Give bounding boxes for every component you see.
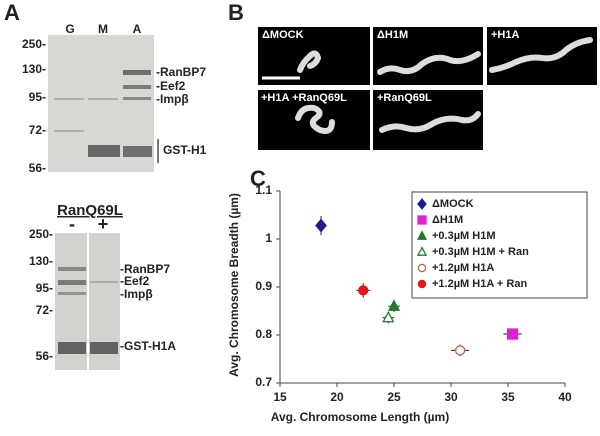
lane-label: + [98, 214, 109, 234]
point [454, 345, 466, 356]
point [382, 310, 395, 323]
band-label: -Eef2 [120, 274, 150, 288]
marker-label: 250- [29, 227, 53, 241]
gel-bands [58, 267, 118, 354]
legend-label: +1.2µM H1A [432, 262, 494, 274]
panel-label: C [250, 166, 266, 191]
y-axis-label: Avg. Chromosome Breadth (µm) [227, 193, 241, 377]
legend-marker [416, 230, 428, 240]
marker-label: 130- [29, 254, 53, 268]
point [387, 299, 401, 311]
image-label: ΔH1M [377, 29, 408, 41]
marker-label: 56- [36, 349, 53, 363]
y-tick-label: 0.7 [255, 375, 272, 389]
legend-label: ΔMOCK [432, 198, 474, 210]
x-tick-label: 20 [330, 390, 344, 404]
marker-label: 250- [22, 37, 46, 51]
lane-label: - [69, 214, 75, 234]
y-tick-label: 0.9 [255, 279, 272, 293]
x-tick-label: 25 [387, 390, 401, 404]
lane-label: A [133, 22, 142, 36]
y-tick-label: 1 [265, 231, 272, 245]
legend-label: ΔH1M [432, 214, 463, 226]
point [506, 328, 519, 340]
point [358, 285, 369, 296]
marker-label: 95- [29, 90, 46, 104]
gel-bands [54, 70, 152, 157]
image-label: +H1A +RanQ69L [261, 92, 347, 104]
marker-label: 72- [29, 123, 46, 137]
lane-label: G [65, 22, 74, 36]
micrographs [258, 27, 597, 150]
marker-label: 72- [36, 303, 53, 317]
band-label: -GST-H1A [120, 339, 176, 353]
legend-box [411, 191, 588, 299]
legend-marker [417, 263, 427, 273]
x-tick-label: 30 [444, 390, 458, 404]
lane-label: M [98, 22, 108, 36]
image-label: +RanQ69L [377, 92, 432, 104]
marker-label: 56- [29, 161, 46, 175]
y-tick-label: 1.1 [255, 183, 272, 197]
band-label: -Impβ [120, 287, 153, 301]
y-tick-label: 0.8 [255, 327, 272, 341]
legend-marker [417, 215, 427, 225]
x-tick-label: 40 [558, 390, 572, 404]
marker-label: 130- [22, 62, 46, 76]
chart: 0.7 0.8 0.9 1 1.1 15 20 25 30 35 40 ΔMOCK ΔH1M +0.3µM… [255, 183, 588, 404]
band-label: GST-H1 [163, 143, 207, 157]
image-label: ΔMOCK [262, 29, 304, 41]
point [315, 218, 327, 233]
band-label: -RanBP7 [156, 65, 206, 79]
panel-label: A [4, 0, 20, 25]
legend-marker [417, 279, 427, 289]
x-axis-label: Avg. Chromosome Length (µm) [271, 410, 449, 424]
legend-label: +0.3µM H1M + Ran [432, 246, 529, 258]
panel-label: B [228, 0, 244, 25]
band-label: -Impβ [156, 92, 189, 106]
x-tick-label: 35 [501, 390, 515, 404]
band-label: -Eef2 [156, 79, 186, 93]
legend-marker [417, 198, 427, 210]
band-label: -RanBP7 [120, 262, 170, 276]
gel-title: RanQ69L [57, 202, 123, 219]
image-label: +H1A [491, 29, 519, 41]
legend-label: +0.3µM H1M [432, 230, 496, 242]
legend-label: +1.2µM H1A + Ran [432, 278, 527, 290]
legend-marker [416, 246, 428, 256]
x-tick-label: 15 [273, 390, 287, 404]
marker-label: 95- [36, 281, 53, 295]
